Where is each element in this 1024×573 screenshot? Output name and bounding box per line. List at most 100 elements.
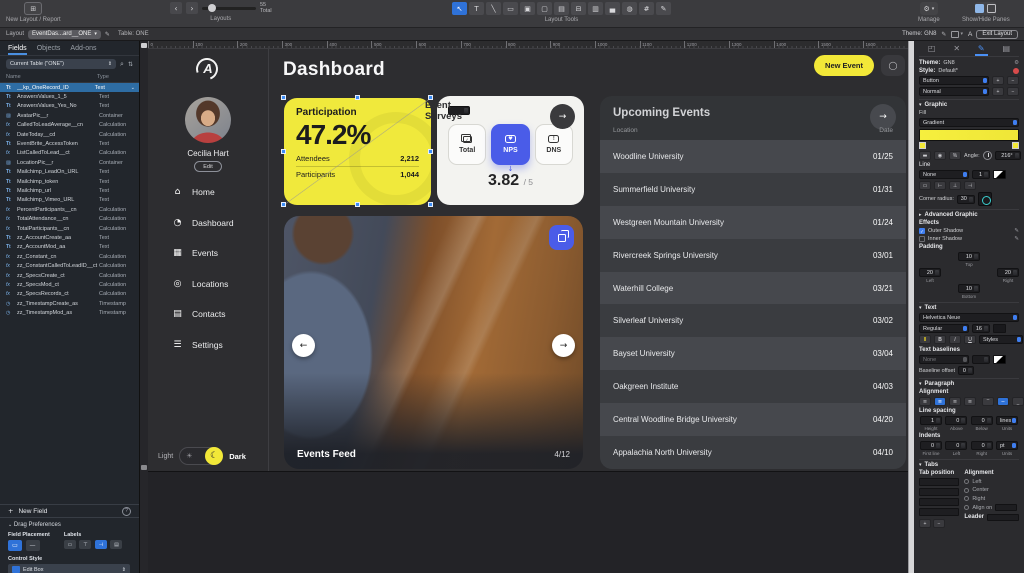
field-placement-field-option[interactable]: ▭ <box>8 540 22 551</box>
selection-handle[interactable] <box>281 149 286 154</box>
gradient-preview[interactable] <box>919 129 1019 141</box>
upcoming-event-row[interactable]: Waterhill College 03/21 <box>600 271 906 305</box>
layout-tool-button[interactable]: # <box>639 2 654 15</box>
tab-align-left-radio[interactable] <box>964 479 970 484</box>
tab-appearance[interactable]: ✎ <box>974 44 988 56</box>
line-position-button[interactable]: ▭ <box>919 181 931 190</box>
nav-item[interactable]: ☰ Settings <box>172 340 234 350</box>
line-height-stepper[interactable]: 1 <box>920 416 942 425</box>
avatar[interactable] <box>185 97 231 143</box>
upcoming-event-row[interactable]: Westgreen Mountain University 01/24 <box>600 205 906 239</box>
pane-splitter[interactable] <box>908 41 914 573</box>
total-filter-button[interactable]: ✓ Total <box>448 124 487 165</box>
align-justify-button[interactable]: ≡ <box>964 397 976 406</box>
line-style-dropdown[interactable]: None <box>919 170 969 179</box>
search-icon[interactable]: ⌕ <box>120 59 124 68</box>
baseline-offset-stepper[interactable]: 0 <box>957 366 974 375</box>
exit-layout-button[interactable]: Exit Layout <box>976 29 1018 39</box>
align-left-button[interactable]: ≡ <box>919 397 931 406</box>
swatch-dropdown[interactable] <box>951 30 960 38</box>
selection-handle[interactable] <box>428 149 433 154</box>
field-row[interactable]: Mailchimp_token Text ⌄ <box>0 177 139 186</box>
add-tab-button[interactable]: + <box>919 519 931 528</box>
indent-right-stepper[interactable]: 0 <box>970 441 993 450</box>
field-row[interactable]: Mailchimp_url Text ⌄ <box>0 186 139 195</box>
line-color-swatch[interactable] <box>993 170 1006 179</box>
space-below-stepper[interactable]: 0 <box>970 416 993 425</box>
chevron-down-icon[interactable]: ▾ <box>919 381 922 387</box>
tab-position-input[interactable] <box>919 498 960 506</box>
label-left-option[interactable]: ⊣ <box>94 540 107 549</box>
bold-button[interactable]: B <box>934 335 946 344</box>
selection-handle[interactable] <box>428 202 433 207</box>
padding-right-stepper[interactable]: 20 <box>997 268 1019 277</box>
layout-tool-button[interactable]: ▢ <box>537 2 552 15</box>
tab-align-center-radio[interactable] <box>964 487 970 493</box>
current-table-dropdown[interactable]: Current Table ("ONE") ⇕ <box>6 59 117 69</box>
field-row[interactable]: __kp_OneRecord_ID Text ⌄ <box>0 83 139 93</box>
italic-button[interactable]: I <box>949 335 961 344</box>
space-above-stepper[interactable]: 0 <box>945 416 968 425</box>
spacing-units-dropdown[interactable]: lines <box>995 416 1018 425</box>
edit-layout-pencil-icon[interactable]: ✎ <box>104 30 110 38</box>
moon-toggle-knob[interactable]: ☾ <box>205 447 224 465</box>
tab-align-right-radio[interactable] <box>964 496 970 501</box>
field-row[interactable]: AnswersValues_Yes_No Text ⌄ <box>0 102 139 111</box>
fill-type-dropdown[interactable]: Gradient <box>919 118 1019 127</box>
font-size-stepper[interactable]: 16 <box>972 324 990 333</box>
dns-filter-button[interactable]: ! DNS <box>534 124 573 165</box>
field-row[interactable]: PercentParticipants__cn Calculation ⌄ <box>0 205 139 214</box>
upcoming-event-row[interactable]: Rivercreek Springs University 03/01 <box>600 238 906 272</box>
chevron-down-icon[interactable]: ⌄ <box>8 522 13 528</box>
layout-slider-thumb[interactable] <box>208 4 216 12</box>
chevron-right-icon[interactable]: ▸ <box>919 212 922 218</box>
layout-tool-button[interactable]: ▥ <box>588 2 603 15</box>
tab-position-input[interactable] <box>919 478 960 486</box>
padding-top-stepper[interactable]: 10 <box>958 252 980 261</box>
upcoming-event-row[interactable]: Bayset University 03/04 <box>600 337 906 371</box>
new-event-button[interactable]: New Event <box>814 55 874 76</box>
baseline-color-swatch[interactable] <box>993 355 1006 364</box>
font-weight-dropdown[interactable]: Regular <box>919 324 969 333</box>
line-width-stepper[interactable]: 1 <box>972 170 990 179</box>
field-row[interactable]: zz_Constant_cn Calculation ⌄ <box>0 252 139 261</box>
edit-shadow-icon[interactable]: ✎ <box>1014 236 1019 242</box>
inner-shadow-checkbox[interactable] <box>919 236 925 242</box>
label-above-option[interactable]: ⊤ <box>79 540 92 549</box>
align-on-input[interactable] <box>995 504 1018 511</box>
add-state-button[interactable]: + <box>992 76 1004 85</box>
percent-button[interactable]: % <box>949 151 961 160</box>
field-row[interactable]: LocationPic__r Container ⌄ <box>0 158 139 167</box>
corner-radius-stepper[interactable]: 30 <box>956 194 975 204</box>
padding-left-stepper[interactable]: 20 <box>919 268 941 277</box>
label-placeholder-option[interactable]: ▤ <box>110 540 123 549</box>
valign-top-button[interactable]: ‾ <box>982 397 994 406</box>
upcoming-event-row[interactable]: Summerfield University 01/31 <box>600 172 906 206</box>
part-marker[interactable] <box>141 43 147 48</box>
field-row[interactable]: Mailchimp_LeadOn_URL Text ⌄ <box>0 168 139 177</box>
line-position-button[interactable]: ⊣ <box>964 181 976 190</box>
line-position-button[interactable]: ⊢ <box>934 181 946 190</box>
field-row[interactable]: DateToday__cd Calculation ⌄ <box>0 130 139 139</box>
radial-gradient-button[interactable]: ◉ <box>934 151 946 160</box>
field-row[interactable]: zz_AccountMod_aa Text ⌄ <box>0 243 139 252</box>
line-position-button[interactable]: ⊥ <box>949 181 961 190</box>
highlight-style-button[interactable]: ‖ <box>919 335 931 344</box>
field-row[interactable]: zz_SpecsMod_ct Calculation ⌄ <box>0 280 139 289</box>
upcoming-event-row[interactable]: Woodline University 01/25 <box>600 140 906 173</box>
edit-profile-button[interactable]: Edit <box>194 161 222 172</box>
control-style-dropdown[interactable]: Edit Box ⇕ <box>8 564 130 573</box>
label-none-option[interactable]: ▭ <box>63 540 76 549</box>
new-field-button[interactable]: New Field <box>18 507 48 515</box>
upcoming-event-row[interactable]: Central Woodline Bridge University 04/20 <box>600 403 906 437</box>
field-row[interactable]: TotalParticipants__cn Calculation ⌄ <box>0 224 139 233</box>
notifications-button[interactable]: ◯ <box>881 55 905 76</box>
corner-radius-diagram[interactable] <box>977 192 992 206</box>
feed-next-button[interactable]: → <box>552 334 575 357</box>
nav-item[interactable]: ⌂ Home <box>172 187 234 197</box>
add-state-button[interactable]: + <box>992 87 1004 96</box>
outer-shadow-checkbox[interactable]: ✓ <box>919 228 925 234</box>
field-row[interactable]: Mailchimp_Vimeo_URL Text ⌄ <box>0 196 139 205</box>
field-row[interactable]: zz_AccountCreate_aa Text ⌄ <box>0 233 139 242</box>
nav-item[interactable]: ▤ Contacts <box>172 309 234 319</box>
